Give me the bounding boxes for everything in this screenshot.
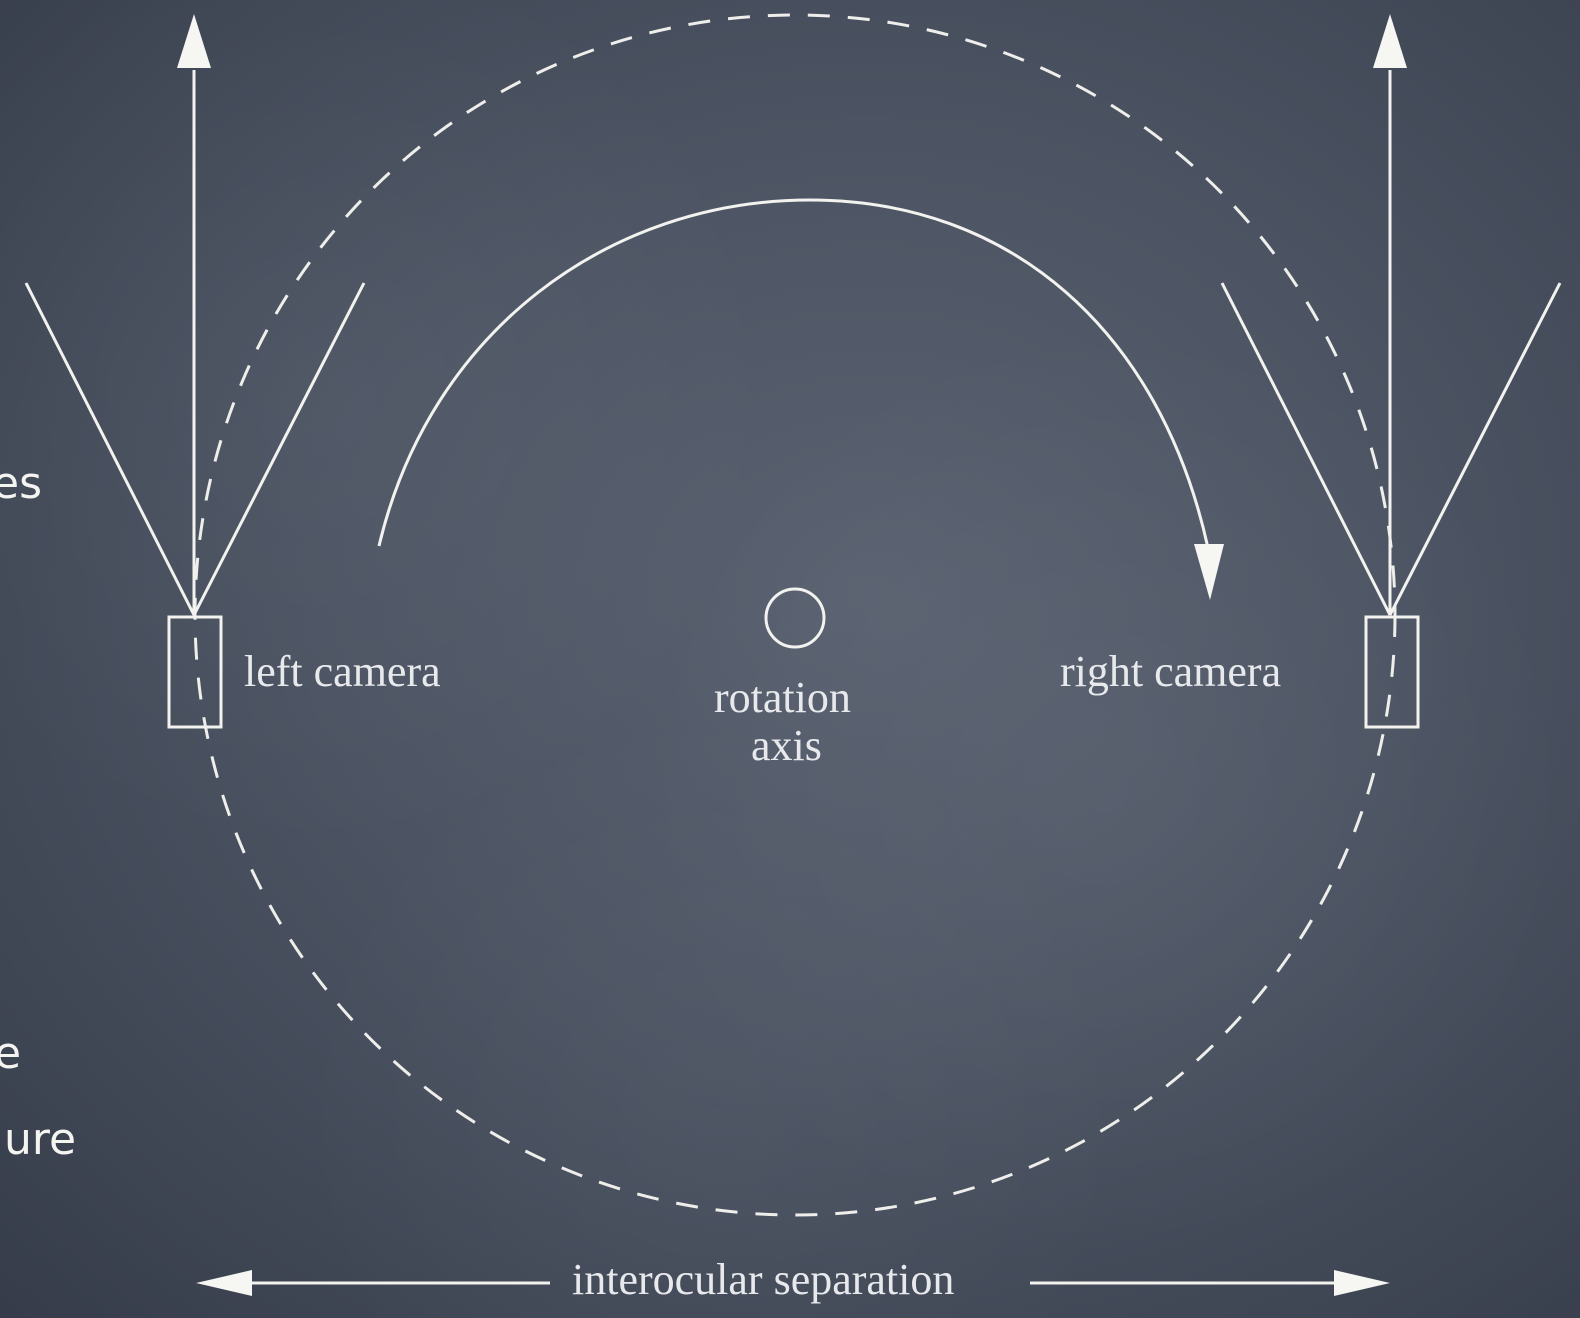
right-arrow-head-icon (1373, 14, 1407, 68)
right-camera-label: right camera (1060, 647, 1282, 696)
left-camera-icon (167, 615, 223, 729)
rotation-axis-label-line1: rotation (714, 673, 851, 722)
left-fov-right-line (192, 282, 366, 616)
side-text-fragment-3: ure (4, 1114, 77, 1165)
right-camera-icon (1364, 615, 1420, 729)
left-arrow-head-icon (177, 14, 211, 68)
interocular-right-arrowhead-icon (1334, 1270, 1390, 1296)
interocular-separation-label: interocular separation (572, 1255, 955, 1304)
rotation-axis-icon (764, 587, 826, 649)
rotation-axis-label-line2: axis (751, 721, 822, 770)
side-text-fragment-2: e (0, 1028, 22, 1079)
right-fov-right-line (1388, 282, 1562, 616)
left-camera-label: left camera (244, 647, 441, 696)
left-fov-left-line (24, 282, 196, 616)
right-fov-left-line (1220, 282, 1392, 616)
rotation-path-dashed-circle (193, 13, 1397, 1217)
side-text-fragment-1: es (0, 458, 42, 509)
interocular-left-arrowhead-icon (196, 1270, 252, 1296)
rotation-arc (377, 198, 1210, 549)
rotation-arc-arrowhead-icon (1194, 544, 1224, 600)
